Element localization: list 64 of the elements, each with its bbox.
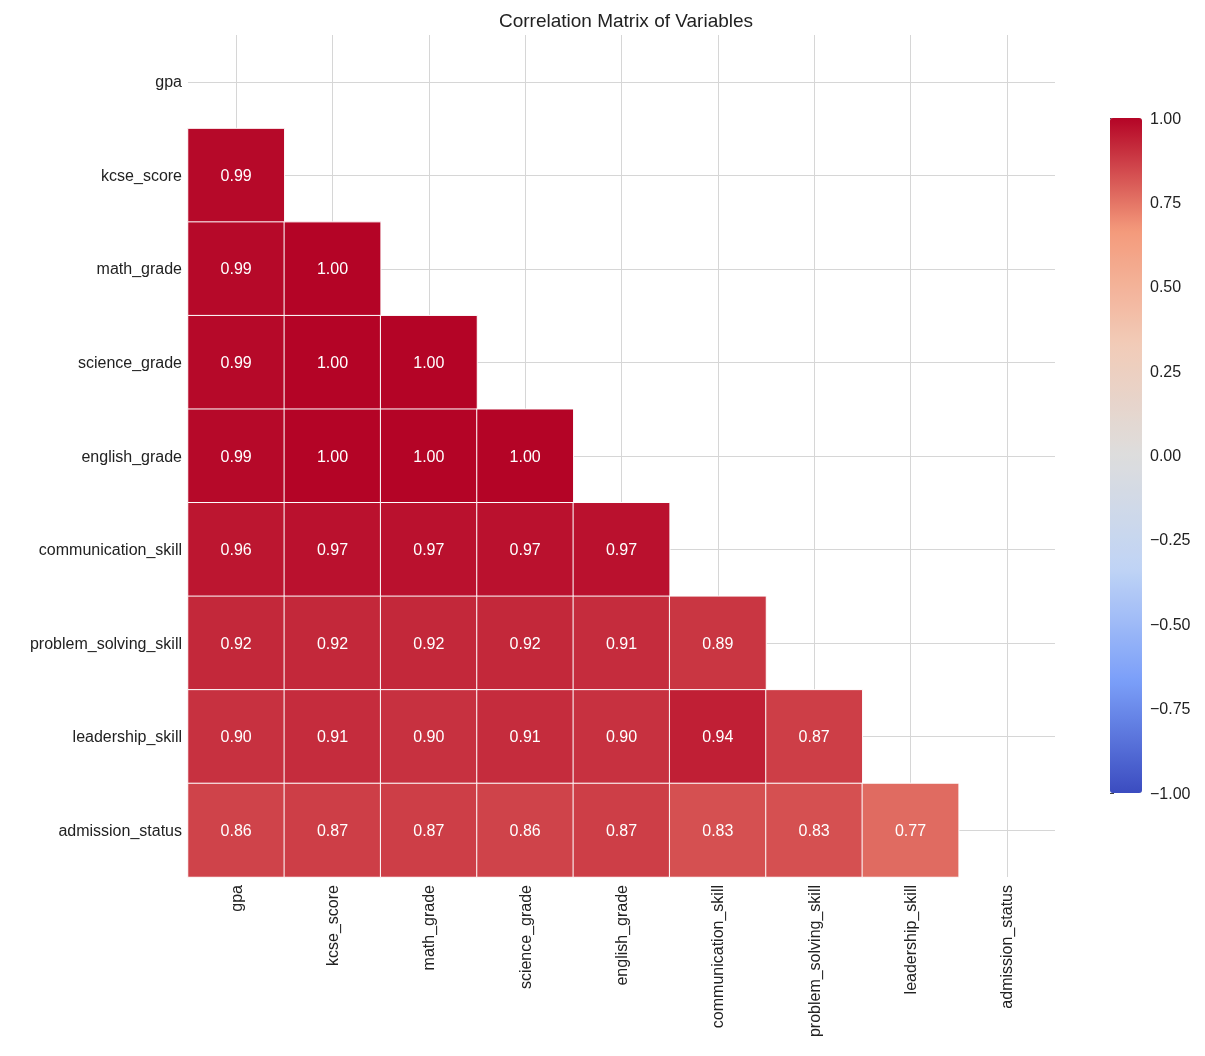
data-label: 0.91: [509, 728, 541, 746]
data-label: 0.87: [413, 821, 445, 839]
data-label: 0.87: [798, 728, 830, 746]
data-label: 0.92: [316, 634, 349, 652]
y-tick-label: math_grade: [96, 260, 183, 279]
x-tick-label: kcse_score: [324, 884, 342, 966]
y-tick-label: kcse_score: [101, 166, 183, 185]
color-bar-label: −0.50: [1150, 615, 1191, 633]
data-label: 0.83: [798, 821, 830, 839]
data-label: 0.91: [316, 728, 349, 746]
data-label: 0.99: [220, 166, 252, 184]
data-label: 0.83: [702, 821, 734, 839]
color-bar-label: 0.50: [1150, 278, 1182, 296]
data-label: 0.90: [220, 728, 252, 746]
data-label: 1.00: [413, 447, 445, 465]
data-label: 0.96: [220, 541, 252, 559]
x-tick-label: gpa: [227, 884, 245, 912]
color-bar-label: 1.00: [1150, 109, 1182, 127]
data-label: 0.92: [220, 634, 252, 652]
data-label: 1.00: [316, 353, 349, 371]
color-bar-label: 0.00: [1150, 447, 1182, 464]
y-tick-label: english_grade: [81, 447, 183, 466]
data-label: 0.97: [316, 541, 349, 559]
data-label: 1.00: [413, 353, 445, 371]
data-label: 1.00: [509, 447, 541, 465]
data-label: 0.99: [220, 353, 252, 371]
data-label: 0.87: [316, 821, 349, 839]
color-bar-label: 0.25: [1150, 362, 1182, 380]
data-label: 0.89: [702, 634, 734, 652]
x-tick-label: english_grade: [613, 884, 631, 986]
data-label: 0.99: [220, 447, 252, 465]
data-label: 0.99: [220, 260, 252, 278]
y-tick-label: science_grade: [77, 353, 183, 372]
y-tick-label: problem_solving_skill: [29, 634, 182, 653]
data-label: 1.00: [316, 260, 349, 278]
data-label: 0.92: [509, 634, 541, 652]
x-tick-label: admission_status: [998, 885, 1017, 1009]
x-tick-label: problem_solving_skill: [805, 885, 824, 1038]
data-label: 1.00: [316, 447, 349, 465]
data-label: 0.86: [509, 821, 541, 839]
y-tick-label: gpa: [155, 73, 183, 91]
x-tick-label: leadership_skill: [902, 885, 920, 995]
x-tick-label: communication_skill: [709, 885, 728, 1029]
color-bar-label: −0.25: [1150, 531, 1191, 549]
data-label: 0.97: [413, 541, 445, 559]
x-tick-label: math_grade: [420, 884, 439, 971]
y-tick-label: admission_status: [58, 821, 182, 840]
data-label: 0.97: [605, 541, 638, 559]
color-bar-label: −1.00: [1150, 784, 1191, 802]
data-label: 0.87: [605, 821, 638, 839]
x-tick-label: science_grade: [516, 884, 535, 990]
data-label: 0.91: [605, 634, 638, 652]
y-tick-label: leadership_skill: [72, 728, 182, 747]
data-label: 0.97: [509, 541, 541, 559]
data-label: 0.86: [220, 821, 252, 839]
data-label: 0.92: [413, 634, 445, 652]
y-tick-label: communication_skill: [38, 541, 182, 560]
data-label: 0.90: [605, 728, 638, 746]
data-label: 0.90: [413, 728, 445, 746]
color-bar-label: −0.75: [1150, 700, 1191, 718]
data-label: 0.77: [894, 821, 927, 839]
data-label: 0.94: [702, 728, 734, 746]
color-bar-label: 0.75: [1150, 193, 1182, 211]
chart-title: Correlation Matrix of Variables: [498, 10, 754, 31]
